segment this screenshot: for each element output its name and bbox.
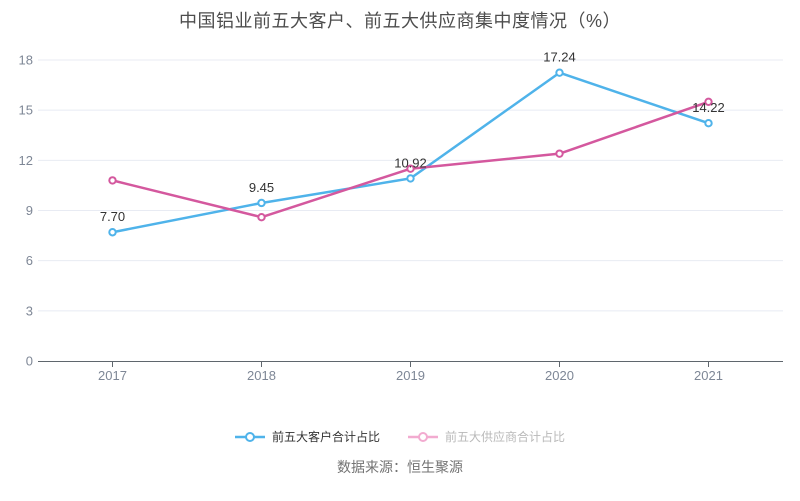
data-point-label: 14.22 (692, 100, 725, 115)
plot-area[interactable]: 0 3 6 9 12 15 18 2017 2018 2019 2020 2021 7.70 9.45 10… (0, 0, 800, 410)
legend-item-suppliers[interactable]: 前五大供应商合计占比 (408, 429, 565, 445)
chart-title: 中国铝业前五大客户、前五大供应商集中度情况（%） (178, 11, 621, 31)
data-point-label: 10.92 (394, 155, 427, 170)
x-tick-label: 2020 (545, 368, 574, 383)
data-point[interactable] (555, 68, 564, 77)
data-point[interactable] (704, 119, 713, 128)
line-circle-marker-icon (234, 432, 265, 442)
data-point[interactable] (108, 176, 117, 185)
y-tick-label: 15 (19, 103, 33, 118)
data-point[interactable] (406, 174, 415, 183)
legend: 前五大客户合计占比 前五大供应商合计占比 (0, 429, 800, 445)
x-tick-label: 2019 (396, 368, 425, 383)
y-tick-label: 12 (19, 153, 33, 168)
data-point[interactable] (406, 164, 415, 173)
data-point-label: 7.70 (100, 209, 125, 224)
legend-label: 前五大客户合计占比 (271, 430, 380, 444)
y-tick-label: 9 (26, 203, 33, 218)
y-tick-label: 6 (26, 253, 33, 268)
data-source: 数据来源：恒生聚源 (337, 459, 463, 475)
data-point[interactable] (257, 198, 266, 208)
y-tick-label: 0 (26, 354, 33, 369)
data-point-label: 9.45 (249, 180, 274, 195)
line-circle-marker-icon (408, 432, 438, 442)
legend-label: 前五大供应商合计占比 (445, 430, 566, 444)
y-tick-label: 3 (26, 303, 33, 318)
data-point[interactable] (555, 149, 564, 158)
data-point-label: 17.24 (543, 50, 576, 65)
legend-item-customers[interactable]: 前五大客户合计占比 (234, 429, 380, 445)
y-tick-label: 18 (19, 53, 33, 68)
data-point[interactable] (704, 97, 713, 107)
x-tick-label: 2018 (247, 368, 276, 383)
data-point[interactable] (108, 228, 117, 237)
x-tick-label: 2017 (98, 368, 127, 383)
series-line-0 (111, 71, 710, 234)
data-point[interactable] (257, 212, 266, 222)
x-tick-label: 2021 (694, 368, 723, 383)
